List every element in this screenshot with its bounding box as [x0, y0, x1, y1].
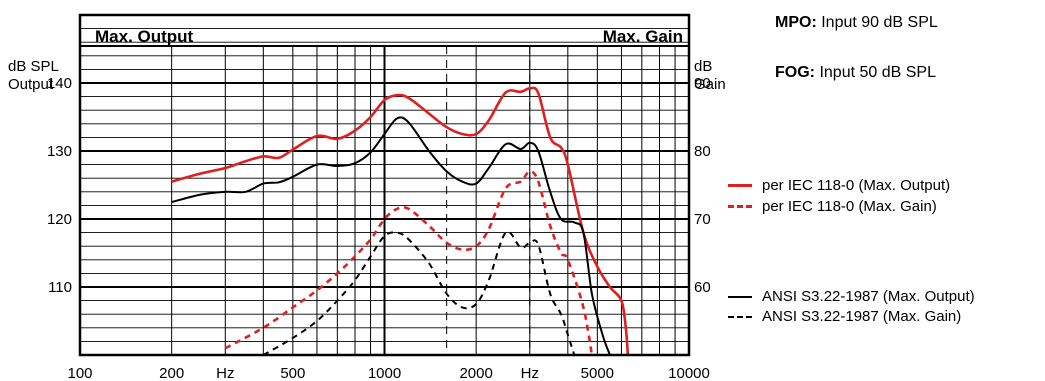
x-tick-label: 10000 [668, 365, 710, 381]
series-line-1 [171, 86, 630, 356]
series-line-2 [224, 170, 594, 356]
legend-swatch-ansi-output [728, 295, 752, 298]
legend-label-ansi-gain: ANSI S3.22-1987 (Max. Gain) [762, 308, 962, 325]
x-tick-label: Hz [521, 365, 539, 381]
legend-swatch-ansi-gain [728, 315, 752, 318]
y-right-tick-label: 90 [694, 75, 711, 92]
y-right-tick-label: 60 [694, 279, 711, 296]
x-tick-label: 100 [67, 365, 92, 381]
x-tick-label: Hz [216, 365, 234, 381]
fog-note: FOG: Input 50 dB SPL [775, 64, 936, 82]
x-tick-label: 2000 [459, 365, 492, 381]
x-tick-label: 5000 [581, 365, 614, 381]
header-max-gain: Max. Gain [603, 27, 683, 46]
series-line-4 [262, 230, 576, 356]
y-right-label-line2: Gain [694, 76, 726, 93]
fog-note-text: Input 50 dB SPL [815, 64, 936, 81]
legend-item-ansi-gain: ANSI S3.22-1987 (Max. Gain) [728, 308, 961, 325]
chart-series [171, 86, 630, 356]
legend-item-iec-output: per IEC 118-0 (Max. Output) [728, 177, 950, 194]
y-left-tick-label: 110 [48, 279, 72, 296]
y-left-label-line1: dB SPL [8, 58, 59, 75]
y-left-label-line2: Output [8, 76, 54, 93]
x-tick-label: 200 [159, 365, 184, 381]
legend-label-ansi-output: ANSI S3.22-1987 (Max. Output) [762, 288, 975, 305]
y-left-tick-label: 140 [47, 75, 72, 92]
mpo-note-key: MPO: [775, 14, 817, 31]
legend-swatch-iec-output [728, 184, 752, 187]
y-left-tick-label: 130 [47, 143, 72, 160]
series-line-3 [171, 116, 611, 356]
chart-ticks: 100 200 Hz 500 1000 2000 Hz 5000 10000 110 120 130 1… [47, 75, 711, 381]
header-max-output: Max. Output [95, 27, 194, 46]
y-left-tick-label: 120 [47, 211, 72, 228]
mpo-note-text: Input 90 dB SPL [816, 14, 938, 31]
legend-swatch-iec-gain [728, 205, 752, 208]
chart-frame [78, 13, 691, 357]
fog-note-key: FOG: [775, 64, 815, 81]
legend-item-iec-gain: per IEC 118-0 (Max. Gain) [728, 198, 937, 215]
chart-grid [80, 28, 689, 355]
chart-labels: Max. Output Max. Gain dB SPL Output dB G… [8, 27, 726, 93]
legend-label-iec-output: per IEC 118-0 (Max. Output) [762, 177, 951, 194]
mpo-note: MPO: Input 90 dB SPL [775, 14, 938, 32]
x-tick-label: 500 [280, 365, 305, 381]
legend-item-ansi-output: ANSI S3.22-1987 (Max. Output) [728, 288, 975, 305]
y-right-tick-label: 80 [694, 143, 711, 160]
x-tick-label: 1000 [368, 365, 401, 381]
legend-label-iec-gain: per IEC 118-0 (Max. Gain) [762, 198, 937, 215]
plot-frame [78, 13, 691, 357]
y-right-tick-label: 70 [694, 211, 711, 228]
y-right-label-line1: dB [694, 58, 712, 75]
